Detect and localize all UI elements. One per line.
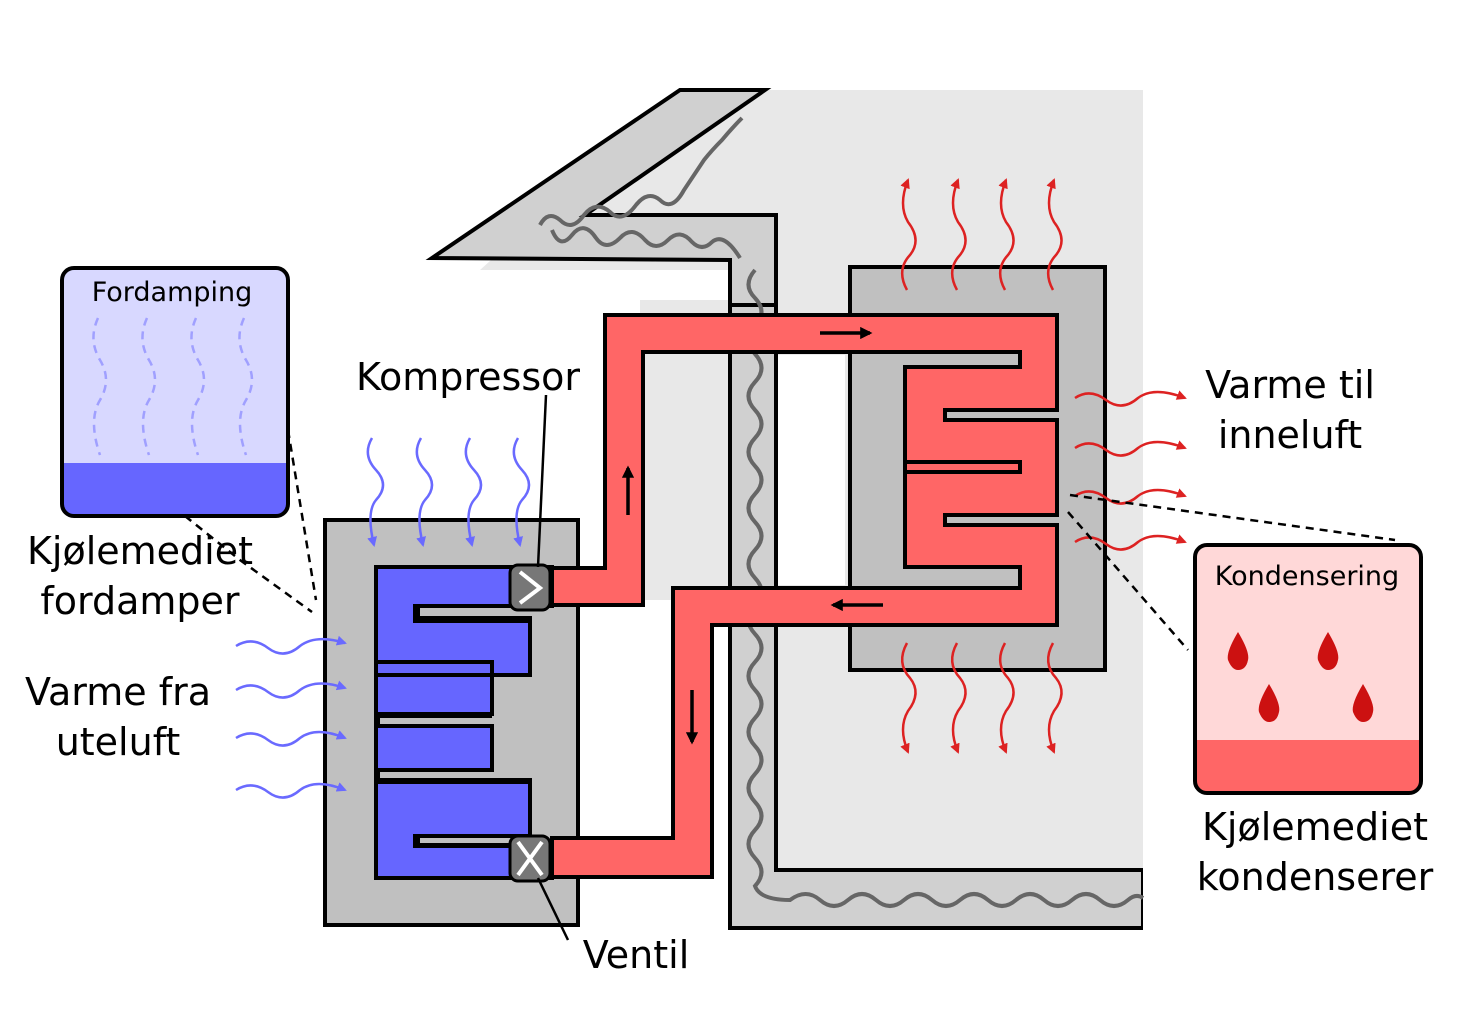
droplet-icon	[1227, 632, 1249, 670]
droplet-icon	[1317, 632, 1339, 670]
heat-from-label-line2: uteluft	[56, 720, 181, 764]
evaporation-inset: Fordamping	[60, 266, 290, 518]
wave-right-4	[235, 782, 347, 799]
compressor-icon	[508, 563, 552, 612]
valve-icon	[508, 834, 552, 883]
house-opening	[775, 355, 845, 585]
heat-from-label-line1: Varme fra	[25, 670, 211, 714]
wave-right-hot-2	[1074, 440, 1187, 457]
flow-arrows	[621, 326, 883, 745]
wave-down-hot-3	[998, 642, 1015, 754]
wave-down-2	[415, 437, 434, 547]
roof	[425, 88, 778, 307]
evaporation-inset-title: Fordamping	[92, 277, 253, 308]
evap-leader-2	[184, 515, 313, 614]
wave-down-hot-2	[950, 642, 967, 754]
hot-refrigerant-pipe	[550, 313, 1059, 879]
condensation-inset-vapor	[1195, 545, 1421, 793]
wave-down-hot-4	[1046, 642, 1063, 754]
evaporates-label-line1: Kjølemediet	[27, 529, 253, 573]
condensation-inset-liquid	[1195, 740, 1421, 793]
condenses-label-line2: kondenserer	[1197, 855, 1434, 899]
wave-right-2	[235, 680, 347, 699]
wave-down-1	[366, 437, 385, 547]
cold-heat-waves	[235, 437, 531, 799]
condenses-label-line1: Kjølemediet	[1202, 805, 1428, 849]
heat-to-label-line2: inneluft	[1218, 413, 1362, 457]
cond-leader-2	[1067, 511, 1189, 651]
condensation-inset: Kondensering	[1193, 543, 1423, 795]
compressor-leader	[536, 394, 548, 568]
evaporation-inset-liquid	[62, 463, 288, 516]
evap-leader-1	[286, 429, 318, 601]
cold-refrigerant-coil	[374, 565, 554, 880]
wave-up-3	[998, 178, 1015, 291]
evaporation-inset-vapor	[62, 268, 288, 516]
evaporates-label-line2: fordamper	[40, 579, 240, 623]
wall	[728, 303, 1143, 930]
wave-right-1	[235, 635, 347, 655]
wave-down-hot-1	[900, 642, 917, 754]
roof-insulation	[538, 116, 744, 227]
compressor-label: Kompressor	[356, 355, 580, 399]
wave-up-1	[900, 178, 917, 291]
wall-insulation	[550, 226, 1145, 908]
wave-down-3	[464, 437, 483, 547]
cond-leader-1	[1069, 493, 1396, 542]
wave-right-hot-3	[1074, 488, 1187, 505]
droplet-icon	[1352, 684, 1374, 722]
valve-leader	[536, 877, 570, 941]
droplet-icon	[1258, 684, 1280, 722]
wave-up-4	[1046, 178, 1063, 291]
condensation-inset-title: Kondensering	[1215, 561, 1399, 592]
wave-down-4	[512, 437, 531, 547]
valve-label: Ventil	[583, 933, 690, 977]
wave-right-3	[235, 730, 347, 747]
heat-to-label-line1: Varme til	[1205, 363, 1375, 407]
wave-right-hot-1	[1074, 390, 1187, 407]
leader-lines	[184, 394, 1396, 941]
wave-up-2	[950, 178, 967, 291]
hot-heat-waves	[900, 178, 1187, 754]
